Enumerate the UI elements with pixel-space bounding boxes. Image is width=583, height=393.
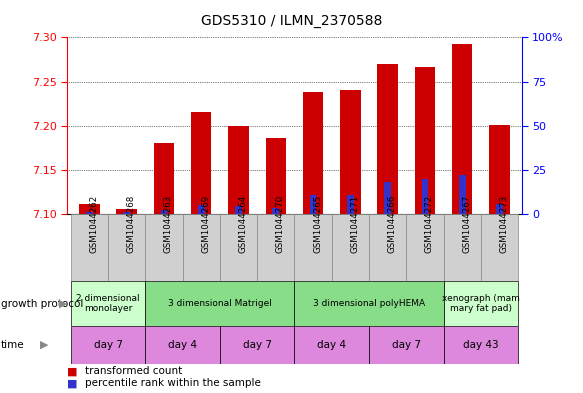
Bar bbox=[124, 211, 130, 214]
Bar bbox=[415, 68, 435, 214]
Bar bbox=[303, 92, 324, 214]
Text: GSM1044273: GSM1044273 bbox=[500, 195, 508, 253]
Text: GSM1044270: GSM1044270 bbox=[276, 195, 285, 253]
Bar bbox=[452, 44, 472, 214]
Bar bbox=[79, 204, 100, 214]
Text: day 4: day 4 bbox=[317, 340, 346, 350]
Bar bbox=[340, 90, 360, 214]
Bar bbox=[422, 179, 429, 214]
Bar bbox=[369, 326, 444, 364]
Bar bbox=[444, 214, 481, 281]
Text: day 7: day 7 bbox=[392, 340, 421, 350]
Text: day 4: day 4 bbox=[168, 340, 197, 350]
Text: day 43: day 43 bbox=[463, 340, 498, 350]
Bar bbox=[481, 214, 518, 281]
Bar bbox=[489, 125, 510, 214]
Bar bbox=[71, 281, 145, 326]
Text: day 7: day 7 bbox=[243, 340, 272, 350]
Text: percentile rank within the sample: percentile rank within the sample bbox=[85, 378, 261, 388]
Text: 3 dimensional Matrigel: 3 dimensional Matrigel bbox=[168, 299, 272, 308]
Bar bbox=[257, 214, 294, 281]
Bar bbox=[384, 182, 391, 214]
Bar bbox=[145, 281, 294, 326]
Text: GSM1044269: GSM1044269 bbox=[201, 195, 210, 253]
Bar bbox=[117, 209, 137, 214]
Bar bbox=[406, 214, 444, 281]
Text: ■: ■ bbox=[67, 366, 78, 376]
Text: ▶: ▶ bbox=[40, 340, 48, 350]
Text: GSM1044262: GSM1044262 bbox=[89, 195, 99, 253]
Bar bbox=[369, 214, 406, 281]
Bar bbox=[86, 211, 93, 214]
Bar bbox=[294, 326, 369, 364]
Bar bbox=[220, 214, 257, 281]
Text: transformed count: transformed count bbox=[85, 366, 182, 376]
Bar bbox=[459, 175, 465, 214]
Bar bbox=[160, 210, 167, 214]
Bar bbox=[265, 138, 286, 214]
Bar bbox=[154, 143, 174, 214]
Bar bbox=[310, 195, 317, 214]
Text: GDS5310 / ILMN_2370588: GDS5310 / ILMN_2370588 bbox=[201, 14, 382, 28]
Bar bbox=[294, 214, 332, 281]
Bar bbox=[332, 214, 369, 281]
Text: ▶: ▶ bbox=[59, 299, 67, 309]
Text: GSM1044271: GSM1044271 bbox=[350, 195, 359, 253]
Text: xenograph (mam
mary fat pad): xenograph (mam mary fat pad) bbox=[442, 294, 519, 313]
Text: 3 dimensional polyHEMA: 3 dimensional polyHEMA bbox=[313, 299, 425, 308]
Bar bbox=[496, 204, 503, 214]
Bar bbox=[229, 126, 249, 214]
Bar bbox=[145, 214, 182, 281]
Bar bbox=[145, 326, 220, 364]
Text: GSM1044263: GSM1044263 bbox=[164, 195, 173, 253]
Text: ■: ■ bbox=[67, 378, 78, 388]
Text: growth protocol: growth protocol bbox=[1, 299, 83, 309]
Bar bbox=[377, 64, 398, 214]
Bar bbox=[71, 214, 108, 281]
Bar bbox=[108, 214, 145, 281]
Bar bbox=[444, 326, 518, 364]
Bar bbox=[71, 326, 145, 364]
Text: GSM1044267: GSM1044267 bbox=[462, 195, 471, 253]
Text: GSM1044266: GSM1044266 bbox=[388, 195, 396, 253]
Text: GSM1044268: GSM1044268 bbox=[127, 195, 136, 253]
Text: time: time bbox=[1, 340, 25, 350]
Bar bbox=[182, 214, 220, 281]
Bar bbox=[220, 326, 294, 364]
Text: day 7: day 7 bbox=[93, 340, 122, 350]
Bar bbox=[444, 281, 518, 326]
Bar bbox=[198, 206, 205, 214]
Bar bbox=[235, 206, 242, 214]
Text: GSM1044264: GSM1044264 bbox=[238, 195, 248, 253]
Text: GSM1044272: GSM1044272 bbox=[425, 195, 434, 253]
Text: GSM1044265: GSM1044265 bbox=[313, 195, 322, 253]
Bar bbox=[191, 112, 212, 214]
Bar bbox=[294, 281, 444, 326]
Bar bbox=[347, 195, 354, 214]
Bar bbox=[272, 208, 279, 214]
Text: 2 dimensional
monolayer: 2 dimensional monolayer bbox=[76, 294, 140, 313]
